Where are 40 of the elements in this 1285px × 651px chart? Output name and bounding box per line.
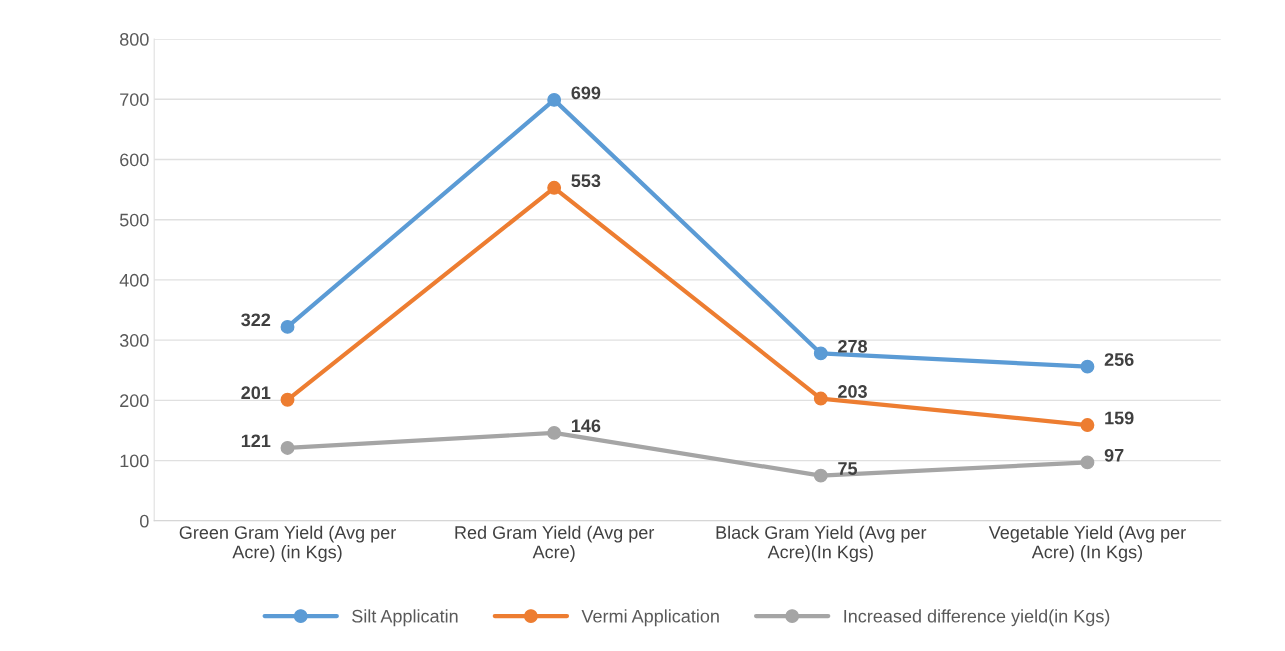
y-tick-label: 300 [119,334,149,347]
data-label: 97 [1104,448,1124,462]
y-tick-label: 100 [120,454,149,468]
point [547,425,562,440]
y-tick-label: 400 [119,273,149,287]
y-tick-label: 0 [140,514,149,528]
x-tick-label: Red Gram Yield (Avg per Acre) [455,525,655,562]
point [1080,359,1095,374]
point [280,392,295,407]
y-tick-label: 600 [120,153,149,167]
y-tick-label: 200 [120,394,149,408]
data-label: 75 [838,462,858,475]
data-label: 699 [571,86,601,100]
legend-label: Increased difference yield(in Kgs) [844,609,1110,627]
data-label: 256 [1104,353,1134,366]
y-tick-label: 700 [120,93,149,106]
y-tick-label: 500 [119,213,149,227]
x-tick-label: Black Gram Yield (Avg per Acre)(In Kgs) [716,525,927,562]
data-label: 322 [241,313,271,327]
point [280,319,295,334]
data-label: 278 [838,339,868,353]
data-label: 121 [241,434,271,448]
legend-label: Silt Applicatin [352,609,458,627]
data-label: 201 [241,386,271,400]
data-label: 553 [571,174,601,188]
point [1080,455,1095,470]
legend-label: Vermi Application [581,609,719,627]
x-tick-label: Vegetable Yield (Avg per Acre) (In Kgs) [988,525,1186,562]
point [813,468,828,483]
x-tick-label: Green Gram Yield (Avg per Acre) (in Kgs) [179,525,396,562]
point [1080,418,1095,432]
y-tick-label: 800 [120,32,149,46]
data-label: 203 [838,385,867,398]
data-label: 146 [571,419,601,433]
point [813,391,828,406]
point [813,346,828,361]
point [547,180,562,195]
point [547,92,562,107]
data-label: 159 [1105,411,1134,425]
point [280,440,295,455]
